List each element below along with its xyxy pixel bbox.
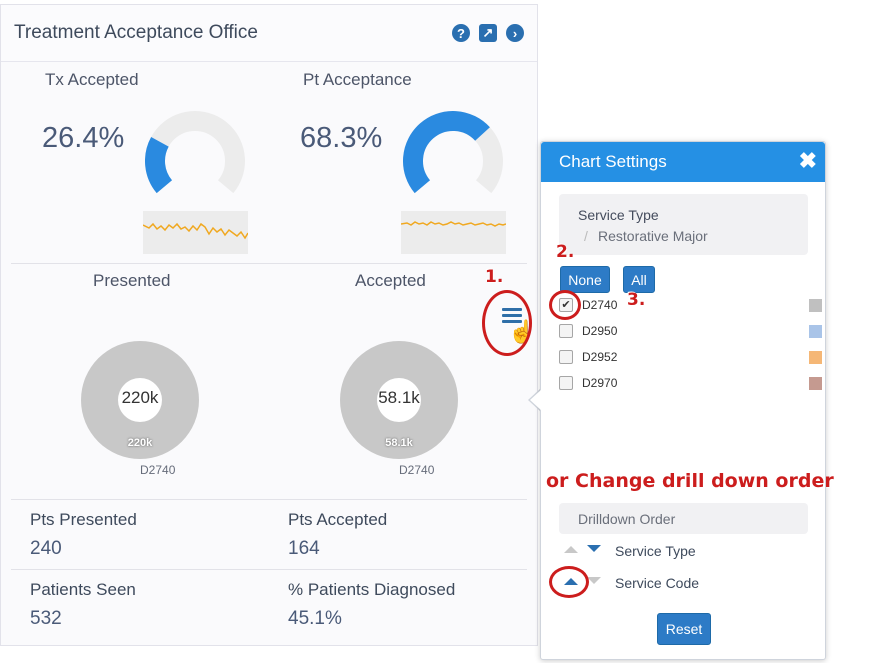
stat-value-pct-diagnosed: 45.1%	[288, 608, 342, 629]
section-divider	[11, 499, 527, 500]
annotation-circle-3	[549, 566, 589, 598]
code-row-d2950[interactable]: D2950	[559, 323, 822, 341]
close-icon[interactable]: ✖	[798, 148, 817, 173]
annotation-step-2: 2.	[556, 242, 575, 262]
donut-gauge-pt-acceptance	[403, 111, 503, 194]
color-swatch	[809, 377, 822, 390]
next-icon[interactable]: ›	[506, 24, 524, 42]
breadcrumb-separator: /	[584, 228, 588, 244]
gauge-fill	[145, 137, 173, 194]
chart-settings-panel: Chart Settings ✖ Service Type / Restorat…	[540, 141, 826, 660]
annotation-step-3: 3.	[627, 290, 646, 310]
annotation-step-1: 1.	[485, 267, 504, 287]
popout-icon[interactable]: ↗	[479, 24, 497, 42]
order-item-service-type: Service Type	[615, 543, 696, 559]
widget-title: Treatment Acceptance Office	[14, 22, 258, 43]
chart-settings-header: Chart Settings ✖	[541, 142, 825, 182]
move-up-icon-disabled	[564, 546, 578, 553]
donut-gauge-tx-accepted	[145, 111, 245, 194]
color-swatch	[809, 299, 822, 312]
breadcrumb: Service Type / Restorative Major	[559, 194, 808, 255]
sparkline-line	[400, 221, 507, 227]
drilldown-order-label: Drilldown Order	[578, 511, 676, 527]
stat-value-pts-presented: 240	[30, 538, 62, 559]
code-row-d2970[interactable]: D2970	[559, 375, 822, 393]
stat-label-pts-presented: Pts Presented	[30, 510, 137, 529]
gauge-value-tx-accepted: 26.4%	[42, 122, 125, 154]
stat-label-pts-accepted: Pts Accepted	[288, 510, 388, 529]
color-swatch	[809, 325, 822, 338]
widget-header: Treatment Acceptance Office ? ↗ ›	[1, 5, 537, 62]
pie-center	[118, 378, 162, 422]
drilldown-order-header: Drilldown Order	[559, 503, 808, 534]
pie-slice-label-presented: 220k	[127, 437, 153, 449]
annotation-circle-2	[549, 290, 581, 320]
move-down-icon[interactable]	[587, 545, 601, 552]
pie-center-value-accepted: 58.1k	[378, 388, 420, 407]
gauge-title-pt-acceptance: Pt Acceptance	[303, 70, 412, 89]
pie-title-accepted: Accepted	[355, 271, 426, 290]
code-row-d2740[interactable]: ✔ D2740	[559, 297, 822, 315]
pie-accepted[interactable]	[338, 339, 460, 461]
pie-center-value-presented: 220k	[121, 388, 159, 407]
popover-arrow-fill	[530, 389, 542, 411]
pie-legend-accepted: D2740	[399, 463, 435, 477]
code-label: D2970	[582, 376, 618, 390]
breadcrumb-root[interactable]: Service Type	[578, 207, 659, 223]
pie-slice-label-accepted: 58.1k	[385, 437, 413, 449]
order-item-service-code: Service Code	[615, 575, 700, 591]
stat-value-pts-accepted: 164	[288, 538, 320, 559]
pie-legend-presented: D2740	[140, 463, 176, 477]
section-divider	[11, 569, 527, 570]
code-label: D2952	[582, 350, 618, 364]
pie-center	[377, 378, 421, 422]
move-down-icon-disabled	[587, 577, 601, 584]
gauge-title-tx-accepted: Tx Accepted	[45, 70, 139, 89]
color-swatch	[809, 351, 822, 364]
treatment-acceptance-widget: Treatment Acceptance Office ? ↗ › Tx Acc…	[0, 4, 538, 646]
section-divider	[11, 263, 527, 264]
code-label: D2740	[582, 298, 618, 312]
gauge-fill	[403, 111, 490, 194]
checkbox-d2952[interactable]	[559, 350, 573, 364]
select-none-button[interactable]: None	[560, 266, 610, 293]
annotation-drilldown-note: or Change drill down order	[546, 470, 834, 492]
stat-label-patients-seen: Patients Seen	[30, 580, 136, 599]
checkbox-d2950[interactable]	[559, 324, 573, 338]
checkbox-d2970[interactable]	[559, 376, 573, 390]
stat-value-patients-seen: 532	[30, 608, 62, 629]
chart-settings-title: Chart Settings	[559, 152, 667, 171]
code-row-d2952[interactable]: D2952	[559, 349, 822, 367]
annotation-circle-1	[482, 290, 532, 356]
reset-button[interactable]: Reset	[657, 613, 711, 645]
sparkline-line	[142, 222, 249, 240]
pie-title-presented: Presented	[93, 271, 171, 290]
select-all-button[interactable]: All	[623, 266, 655, 293]
gauge-value-pt-acceptance: 68.3%	[300, 122, 383, 154]
breadcrumb-leaf: Restorative Major	[598, 228, 708, 244]
pie-presented[interactable]	[79, 339, 201, 461]
sparkline-pt-acceptance	[400, 211, 507, 254]
stat-label-pct-diagnosed: % Patients Diagnosed	[288, 580, 456, 599]
sparkline-tx-accepted	[142, 211, 249, 254]
help-icon[interactable]: ?	[452, 24, 470, 42]
code-label: D2950	[582, 324, 618, 338]
